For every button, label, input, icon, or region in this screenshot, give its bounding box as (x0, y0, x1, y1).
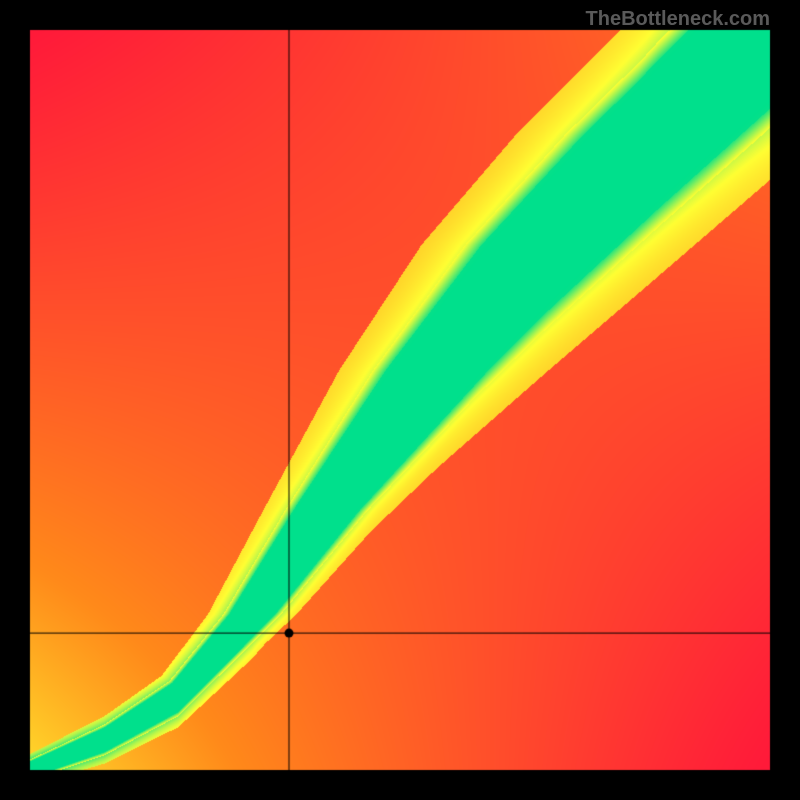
chart-container: TheBottleneck.com (0, 0, 800, 800)
watermark-text: TheBottleneck.com (586, 8, 770, 31)
heatmap-canvas (0, 0, 800, 800)
